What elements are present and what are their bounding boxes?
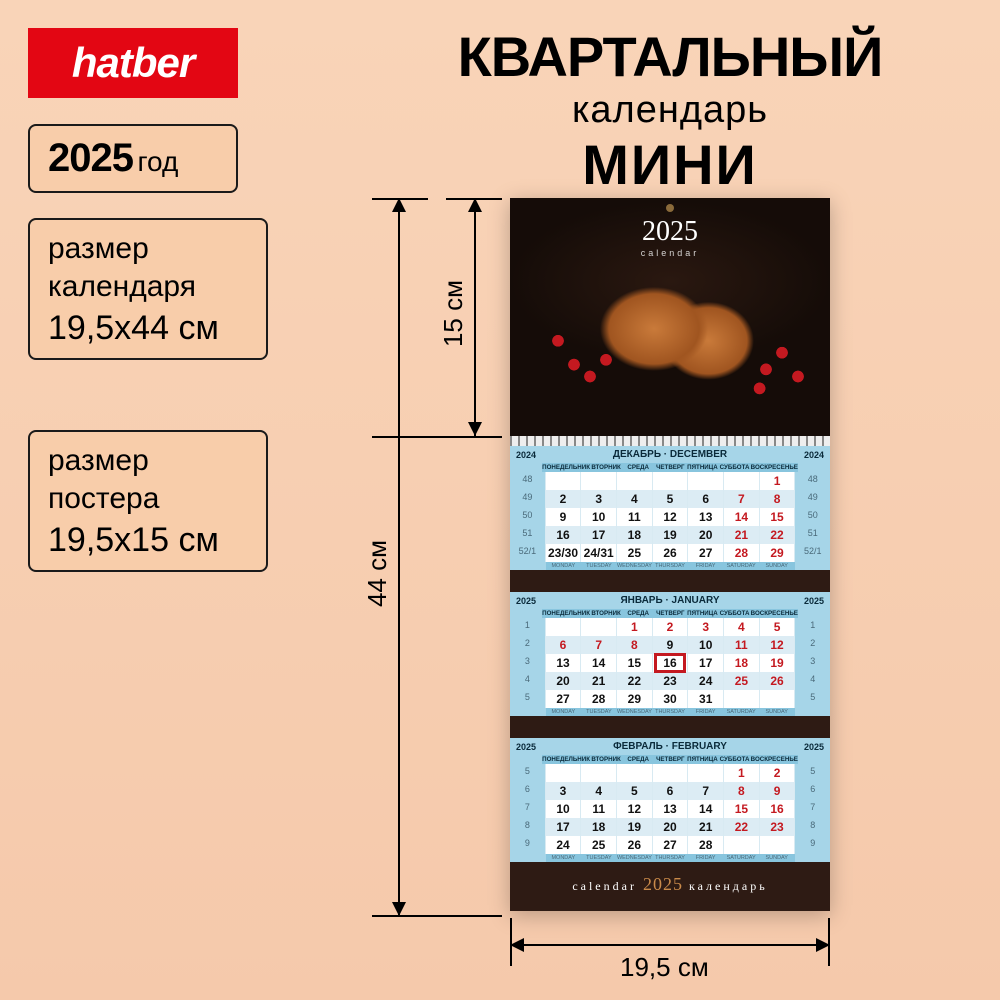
calendar-body: 2024ДЕКАБРЬ · DECEMBER2024ПОНЕДЕЛЬНИКВТО…	[510, 446, 830, 911]
size-poster-label1: размер	[48, 442, 248, 480]
dim-label-total-h: 44 см	[362, 540, 393, 607]
title-line3: МИНИ	[370, 132, 970, 197]
month-block: 2025ЯНВАРЬ · JANUARY2025ПОНЕДЕЛЬНИКВТОРН…	[510, 592, 830, 716]
dim-line-width	[510, 944, 830, 946]
dim-line-total-h	[398, 198, 400, 916]
calendar-product: 2025 calendar 2024ДЕКАБРЬ · DECEMBER2024…	[510, 198, 830, 911]
dim-tick	[828, 918, 830, 966]
dim-tick	[372, 198, 428, 200]
dim-label-poster-h: 15 см	[438, 280, 469, 347]
size-calendar-box: размер календаря 19,5х44 см	[28, 218, 268, 360]
dim-label-width: 19,5 см	[620, 952, 709, 983]
title-line1: КВАРТАЛЬНЫЙ	[370, 24, 970, 89]
size-cal-label1: размер	[48, 230, 248, 268]
size-poster-label2: постера	[48, 480, 248, 518]
dim-tick	[372, 915, 502, 917]
product-title: КВАРТАЛЬНЫЙ календарь МИНИ	[370, 24, 970, 197]
title-line2: календарь	[370, 89, 970, 132]
arrow-icon	[510, 938, 524, 952]
size-cal-label2: календаря	[48, 268, 248, 306]
arrow-icon	[392, 902, 406, 916]
arrow-icon	[468, 198, 482, 212]
poster-sub: calendar	[510, 248, 830, 258]
year-suffix: год	[137, 146, 178, 177]
dim-line-poster-h	[474, 198, 476, 436]
spiral-binding	[510, 436, 830, 446]
year-value: 2025	[48, 136, 133, 180]
calendar-footer: calendar2025календарь	[510, 862, 830, 911]
size-cal-value: 19,5х44 см	[48, 309, 248, 348]
dim-tick	[510, 918, 512, 966]
size-poster-box: размер постера 19,5х15 см	[28, 430, 268, 572]
arrow-icon	[392, 198, 406, 212]
arrow-icon	[468, 422, 482, 436]
brand-logo: hatber	[28, 28, 238, 98]
month-block: 2025ФЕВРАЛЬ · FEBRUARY2025ПОНЕДЕЛЬНИКВТО…	[510, 738, 830, 862]
size-poster-value: 19,5х15 см	[48, 521, 248, 560]
poster-image: 2025 calendar	[510, 198, 830, 436]
dim-tick	[372, 436, 502, 438]
month-block: 2024ДЕКАБРЬ · DECEMBER2024ПОНЕДЕЛЬНИКВТО…	[510, 446, 830, 570]
year-box: 2025 год	[28, 124, 238, 193]
poster-year: 2025	[510, 198, 830, 248]
